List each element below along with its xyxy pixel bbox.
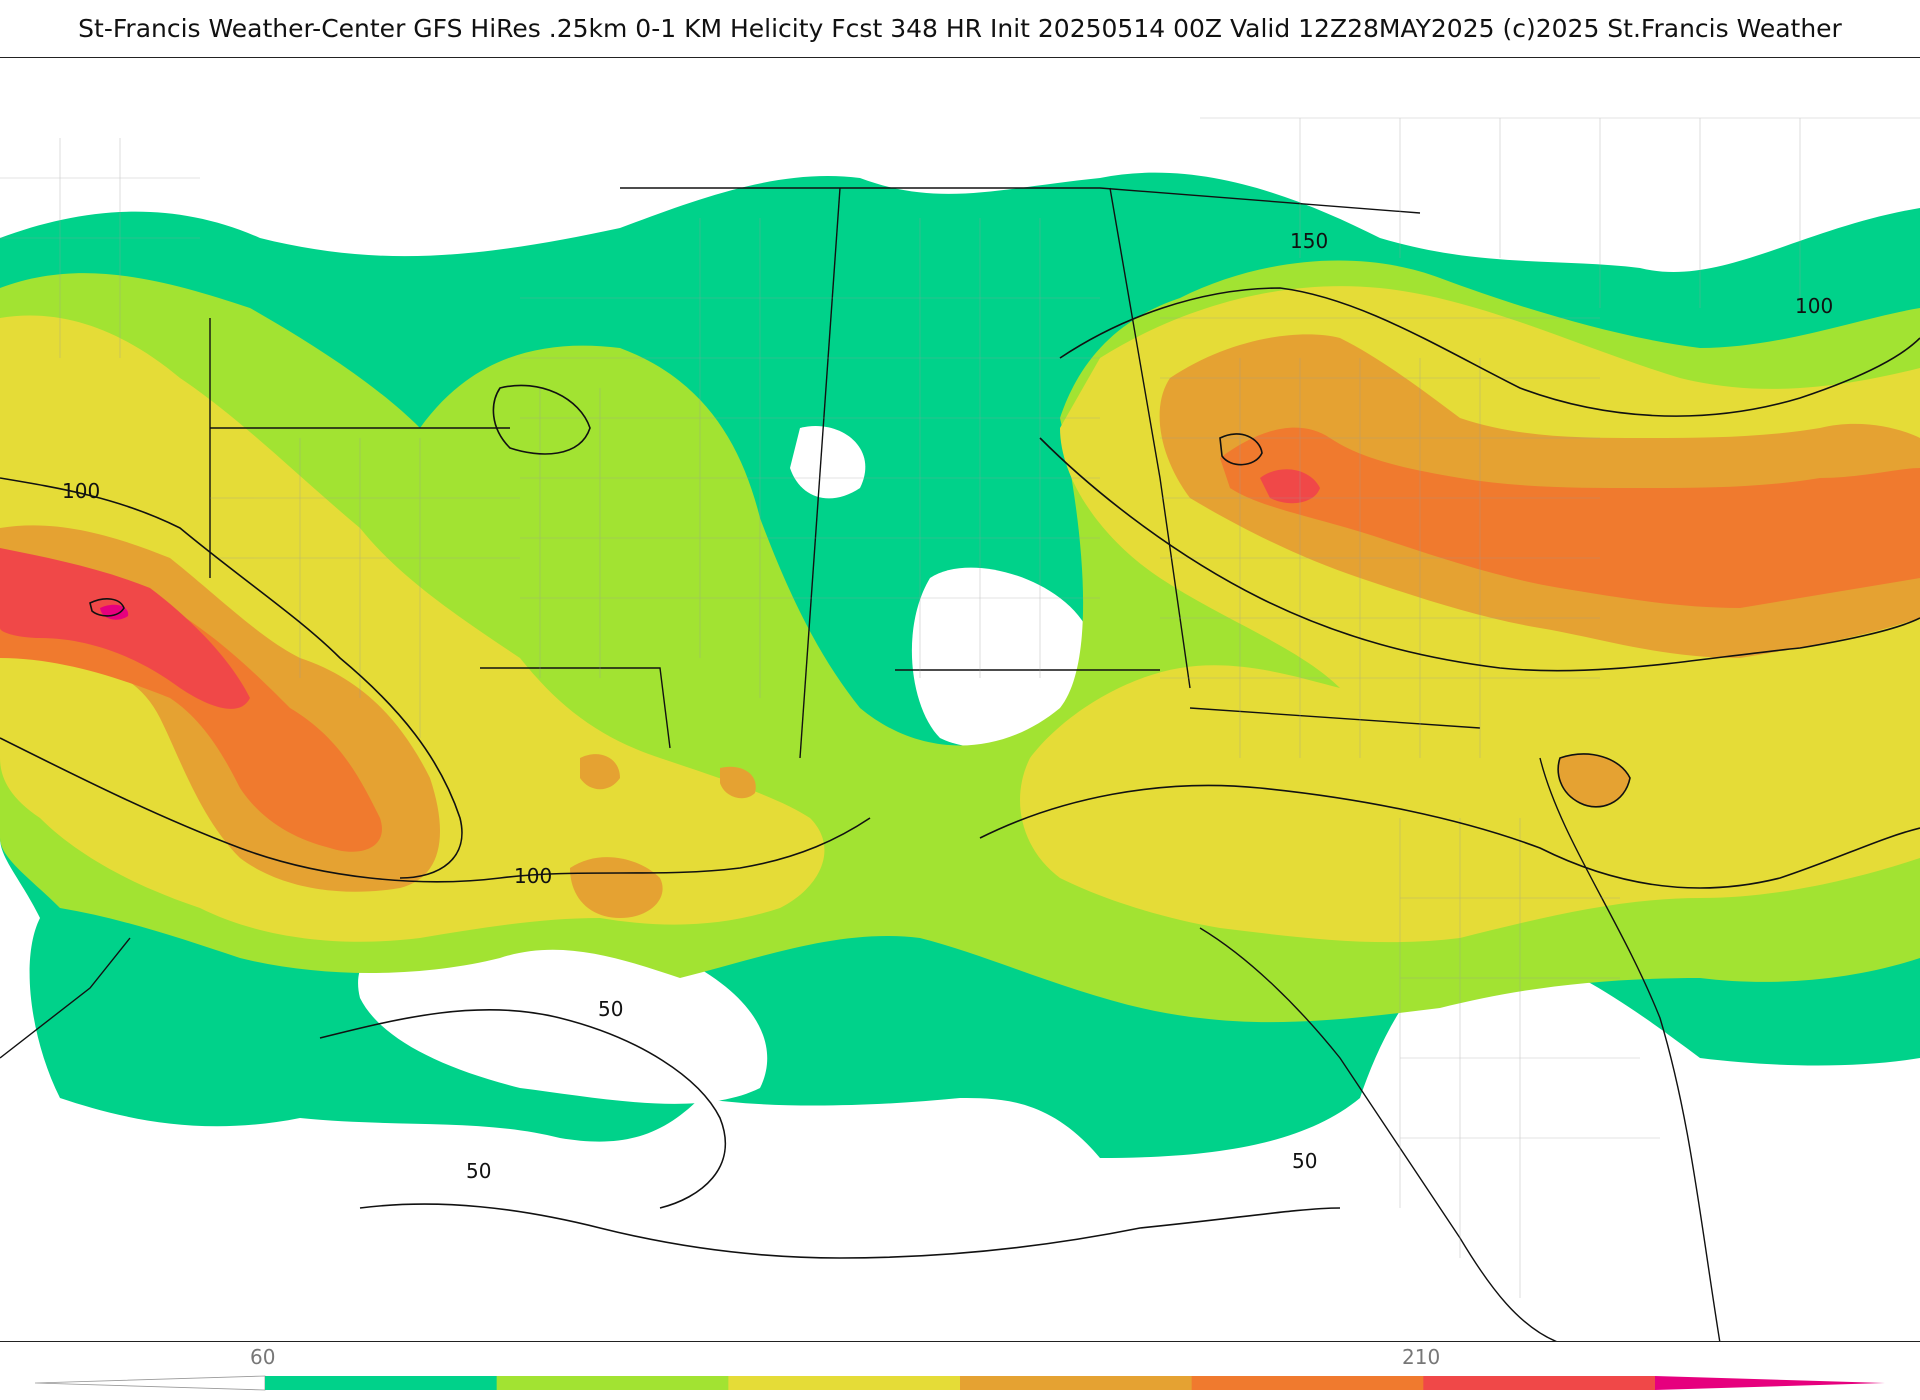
contour-label-100-east: 100 [1795,294,1833,318]
contour-label-50-southeast: 50 [1292,1149,1317,1173]
colorbar-segment [728,1376,961,1390]
county-borders [0,117,1920,1298]
colorbar-segment [265,1376,498,1390]
contour-label-50-central: 50 [598,997,623,1021]
contour-label-100-gulf: 100 [514,864,552,888]
state-borders [0,187,1721,1341]
colorbar-segment [496,1376,729,1390]
helicity-contours [0,287,1920,1259]
colorbar-tick-60: 60 [250,1345,276,1369]
colorbar-tick-210: 210 [1402,1345,1441,1369]
colorbar-segment [960,1376,1193,1390]
colorbar-low-arrow [35,1375,266,1391]
helicity-band-red [0,548,250,709]
colorbar-segment [1191,1376,1424,1390]
colorbar-high-arrow [1655,1376,1885,1390]
colorbar [35,1375,1885,1391]
helicity-map[interactable]: 150 100 100 100 50 50 50 [0,57,1920,1342]
colorbar-segments [265,1376,1656,1390]
colorbar-segment [1423,1376,1656,1390]
contour-label-100-west: 100 [62,479,100,503]
map-title: St-Francis Weather-Center GFS HiRes .25k… [78,14,1842,43]
contour-label-150: 150 [1290,229,1328,253]
contour-label-50-southwest: 50 [466,1159,491,1183]
